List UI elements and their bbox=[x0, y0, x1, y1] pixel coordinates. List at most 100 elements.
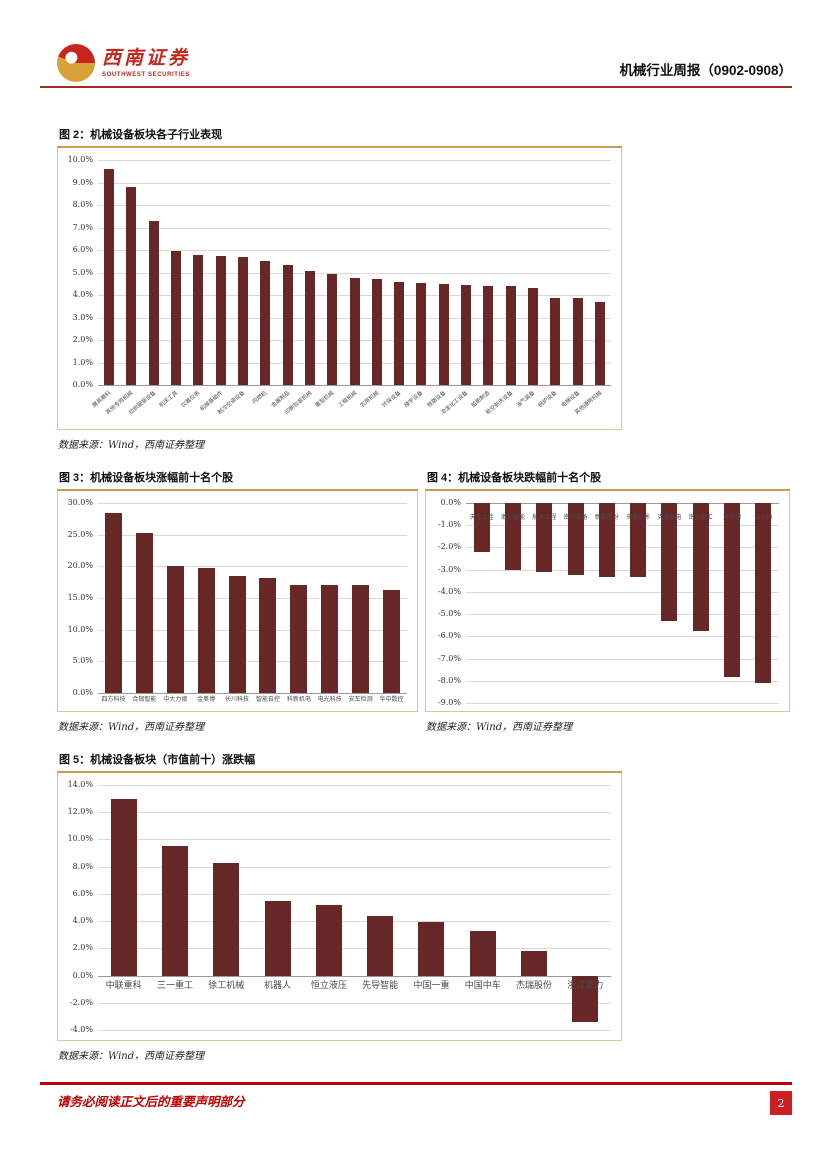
bar-工程机械 bbox=[349, 278, 360, 385]
bar-仪器仪表 bbox=[193, 254, 204, 385]
x-label: 华中数控 bbox=[379, 696, 404, 703]
gridline bbox=[98, 272, 611, 274]
bar-机械基础件 bbox=[215, 255, 226, 385]
bar-先惠技术 bbox=[630, 503, 647, 578]
figure-5-title: 图 5：机械设备板块（市值前十）涨跌幅 bbox=[57, 749, 622, 773]
figure-5-chart: 14.0% 12.0% 10.0% 8.0% 6.0% 4.0% 2.0% 0.0% -2.0%… bbox=[57, 773, 622, 1041]
gridline bbox=[466, 525, 779, 527]
y-axis: 30.0% 25.0% 20.0% 15.0% 10.0% 5.0% 0.0% bbox=[58, 499, 98, 697]
figure-2-title: 图 2：机械设备板块各子行业表现 bbox=[57, 124, 622, 148]
gridline bbox=[98, 948, 611, 950]
y-tick-label: 0.0% bbox=[440, 498, 461, 507]
bar-智能自控 bbox=[259, 577, 277, 693]
figure-3: 图 3：机械设备板块涨幅前十名个股 30.0% 25.0% 20.0% 15.0% 10… bbox=[57, 467, 418, 749]
bar-其他专用机械 bbox=[126, 187, 137, 385]
x-label: 科新机电 bbox=[286, 696, 311, 703]
logo-text: 西南证券 SOUTHWEST SECURITIES bbox=[102, 46, 191, 78]
figure-4-source: 数据来源：Wind，西南证券整理 bbox=[426, 722, 573, 733]
y-tick-label: -2.0% bbox=[69, 997, 93, 1007]
x-label: 安车检测 bbox=[348, 696, 373, 703]
bar-四方科技 bbox=[104, 512, 122, 693]
gridline bbox=[98, 503, 407, 504]
bar-船舶制造 bbox=[483, 286, 494, 385]
y-tick-label: -7.0% bbox=[437, 653, 461, 663]
bar-重型机械 bbox=[327, 273, 338, 385]
bar-沃尔德 bbox=[724, 503, 741, 678]
bar-印刷包装机械 bbox=[304, 271, 315, 385]
x-label: 中大力德 bbox=[163, 696, 188, 703]
gridline bbox=[98, 1030, 611, 1031]
bar-中国一重 bbox=[418, 921, 445, 976]
plot-area: 四方科技 合锻智能 中大力德 金奥博 长川科技 智能自控 科新机电 电光科技 安车检测 华中数控 bbox=[98, 503, 407, 703]
x-label: 沃尔德 bbox=[723, 514, 742, 521]
y-tick-label: 9.0% bbox=[72, 177, 93, 187]
gridline bbox=[98, 182, 611, 184]
y-tick-label: 8.0% bbox=[72, 861, 93, 871]
gridline bbox=[98, 598, 407, 599]
y-tick-label: 10.0% bbox=[67, 624, 93, 634]
x-label: 浙江鼎力 bbox=[567, 980, 604, 991]
x-label: 铂力特 bbox=[754, 514, 773, 521]
y-tick-label: 14.0% bbox=[67, 780, 93, 789]
y-axis: 10.0% 9.0% 8.0% 7.0% 6.0% 5.0% 4.0% 3.0% 2.0% 1.0… bbox=[58, 156, 98, 389]
bar-电光科技 bbox=[321, 585, 339, 693]
bar-磨具磨料 bbox=[104, 169, 115, 385]
logo-name-cn: 西南证券 bbox=[102, 46, 191, 69]
y-tick-label: -4.0% bbox=[69, 1025, 93, 1034]
x-label: 合锻智能 bbox=[132, 696, 157, 703]
gridline bbox=[98, 866, 611, 868]
y-tick-label: -6.0% bbox=[437, 631, 461, 641]
gridline bbox=[98, 893, 611, 895]
bar-金属制品 bbox=[282, 264, 293, 385]
footer-disclaimer: 请务必阅读正文后的重要声明部分 bbox=[57, 1094, 245, 1109]
gridline bbox=[466, 614, 779, 616]
bar-浙江鼎力 bbox=[572, 975, 599, 1022]
bar-楼宇设备 bbox=[416, 282, 427, 385]
y-axis: 0.0% -1.0% -2.0% -3.0% -4.0% -5.0% -6.0% -7.0% -… bbox=[426, 499, 466, 707]
bar-航天工程 bbox=[536, 503, 553, 572]
y-tick-label: -2.0% bbox=[437, 542, 461, 552]
x-label: 智能自控 bbox=[255, 696, 280, 703]
x-label: 长川科技 bbox=[225, 696, 250, 703]
y-tick-label: 2.0% bbox=[72, 943, 93, 953]
plot-area: 天宜上佳 瀚川智能 航天工程 南兴装备 新柴股份 先惠技术 克来机电 南方精工 沃尔德 铂力特 bbox=[466, 503, 779, 704]
gridline bbox=[98, 785, 611, 786]
figure-4-chart: 0.0% -1.0% -2.0% -3.0% -4.0% -5.0% -6.0% -7.0% -… bbox=[425, 491, 790, 712]
gridline bbox=[98, 160, 611, 161]
gridline bbox=[466, 591, 779, 593]
y-axis: 14.0% 12.0% 10.0% 8.0% 6.0% 4.0% 2.0% 0.0% -2.0%… bbox=[58, 781, 98, 1034]
zero-gridline bbox=[466, 503, 779, 504]
bar-先导智能 bbox=[367, 916, 394, 976]
y-tick-label: 4.0% bbox=[72, 916, 93, 926]
gridline bbox=[98, 534, 407, 536]
logo-swirl-icon bbox=[57, 44, 95, 82]
bar-锅炉设备 bbox=[550, 298, 561, 385]
y-tick-label: 3.0% bbox=[72, 312, 93, 322]
gridline bbox=[98, 629, 407, 631]
y-tick-label: 5.0% bbox=[72, 656, 93, 666]
bar-其他通用机械 bbox=[594, 301, 605, 385]
x-label: 南方精工 bbox=[688, 514, 713, 521]
y-tick-label: -1.0% bbox=[437, 520, 461, 530]
y-tick-label: -8.0% bbox=[437, 675, 461, 685]
gridline bbox=[466, 658, 779, 660]
y-tick-label: -4.0% bbox=[437, 586, 461, 596]
gridline bbox=[98, 661, 407, 663]
bar-中国中车 bbox=[469, 930, 496, 976]
bar-中大力德 bbox=[166, 565, 184, 693]
bar-航空航天设备 bbox=[505, 286, 516, 385]
gridline bbox=[98, 227, 611, 229]
bar-杰瑞股份 bbox=[521, 951, 548, 976]
gridline bbox=[98, 921, 611, 923]
y-tick-label: -5.0% bbox=[437, 609, 461, 619]
page-header: 西南证券 SOUTHWEST SECURITIES 机械行业周报（0902-09… bbox=[40, 0, 792, 88]
bar-中联重科 bbox=[110, 798, 137, 976]
gridline bbox=[466, 680, 779, 682]
bar-徐工机械 bbox=[213, 862, 240, 976]
x-label: 中国中车 bbox=[464, 980, 501, 991]
gridline bbox=[466, 636, 779, 638]
figure-3-chart: 30.0% 25.0% 20.0% 15.0% 10.0% 5.0% 0.0% 四方科技 合锻智… bbox=[57, 491, 418, 712]
y-tick-label: 1.0% bbox=[72, 357, 93, 367]
figure-4-title: 图 4：机械设备板块跌幅前十名个股 bbox=[425, 467, 790, 491]
